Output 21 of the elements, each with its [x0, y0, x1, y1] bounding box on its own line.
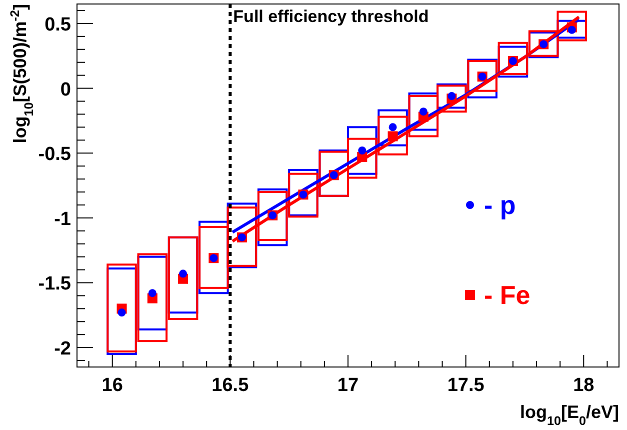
- ref-line-label: Full efficiency threshold: [233, 7, 429, 26]
- y-tick-label: -1.5: [38, 274, 72, 295]
- legend-label: - p: [484, 190, 516, 220]
- point: [419, 108, 428, 116]
- point: [388, 123, 397, 132]
- point: [148, 289, 156, 298]
- y-tick-label: 0: [60, 79, 71, 100]
- y-tick-label: 0.5: [44, 14, 72, 36]
- point: [358, 146, 366, 154]
- legend-label: - Fe: [484, 280, 530, 310]
- point: [118, 308, 126, 317]
- y-tick-label: -0.5: [38, 144, 72, 166]
- y-tick-label: -1: [54, 208, 72, 230]
- x-axis-title: log$_{10}$[E$_{0}$/eV]: [520, 402, 619, 428]
- y-tick-label: -2: [54, 338, 71, 360]
- x-tick-label: 16.5: [212, 375, 250, 396]
- x-tick-label: 18: [573, 375, 594, 396]
- point: [179, 270, 188, 278]
- x-tick-label: 16: [102, 375, 123, 396]
- x-tick-label: 17: [337, 375, 359, 396]
- x-tick-label: 17.5: [447, 375, 485, 396]
